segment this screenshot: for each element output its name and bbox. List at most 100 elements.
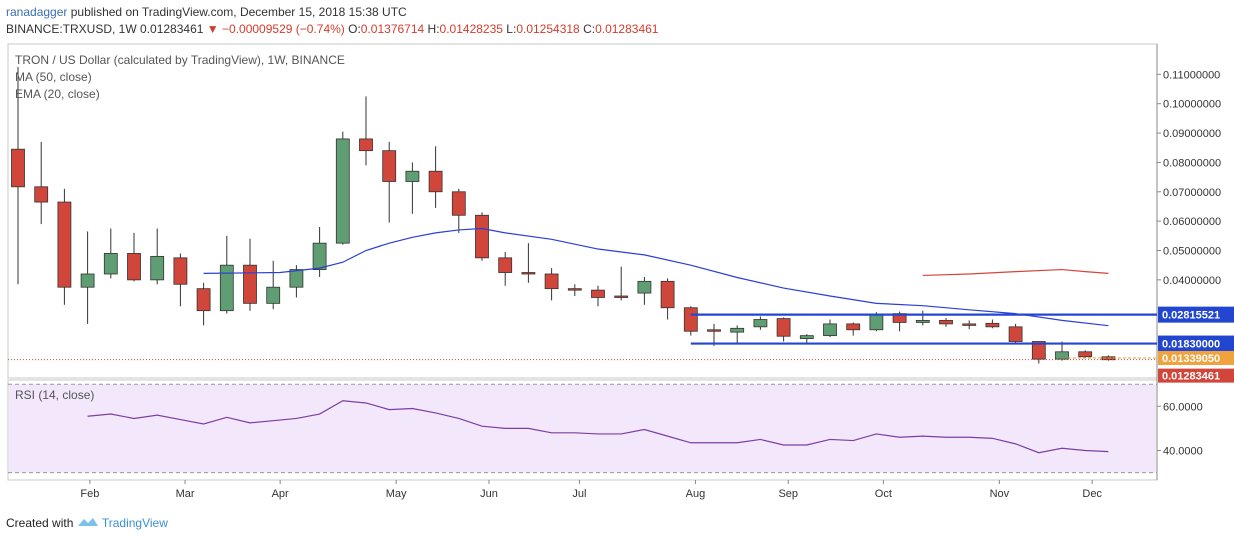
candle-body [312,242,327,270]
candle-body [219,264,234,312]
x-tick-label: Dec [1082,488,1102,500]
main-pane-frame [7,43,1158,379]
ma-legend: MA (50, close) [15,70,92,84]
candle-body [34,186,49,203]
candle-body [335,138,350,244]
level-price-tag [1158,306,1234,323]
high-label: H: [427,22,440,36]
price-tag-label: 0.01283461 [1162,371,1220,383]
x-tick-label: May [386,488,407,500]
y-tick-label: 0.09000000 [1163,128,1221,140]
close-label: C: [583,22,596,36]
candle-body [150,255,165,281]
rsi-y-tick-label: 40.0000 [1163,446,1203,458]
candle-body [1055,351,1069,360]
price-tag [1158,350,1234,365]
level-price-label: 0.02815521 [1162,310,1220,322]
candle-body [915,319,930,323]
price-chart[interactable]: 0.04000000 0.05000000 0.06000000 0.07000000… [0,0,1234,510]
symbol-label: BINANCE:TRXUSD, 1W [6,22,137,36]
candle-body [869,314,884,331]
down-arrow-icon: ▼ [206,22,219,36]
candle-body [359,138,373,152]
publish-line: ranadagger published on TradingView.com,… [6,5,407,19]
candle-body [591,289,605,298]
y-tick-label: 0.08000000 [1163,157,1221,169]
candle-body [196,288,211,312]
x-tick-label: Apr [272,488,289,500]
candle-body [243,264,257,304]
x-tick-label: Mar [176,488,195,500]
candle-body [962,323,977,326]
x-tick-label: Jul [572,488,586,500]
candle-body [846,323,861,331]
candle-body [939,319,953,325]
candle-body [521,272,536,275]
low-label: L: [506,22,517,36]
y-tick-label: 0.04000000 [1163,275,1221,287]
open-value: 0.01376714 [360,22,425,36]
candle-body [103,253,118,275]
open-label: O: [348,22,361,36]
level-price-label: 0.01830000 [1162,339,1220,351]
candle-body [451,191,466,216]
candle-body [799,335,814,339]
candle-body [730,327,745,333]
change-value: −0.00009529 (−0.74%) [222,22,345,36]
ema-20-line [203,227,1109,327]
x-tick-label: Feb [80,488,99,500]
rsi-legend: RSI (14, close) [15,388,95,402]
close-value: 0.01283461 [595,22,659,36]
candle-body [289,269,304,288]
chart-title: TRON / US Dollar (calculated by TradingV… [15,53,345,67]
price-tag [1158,368,1234,383]
low-value: 0.01254318 [516,22,580,36]
ohlc-line: BINANCE:TRXUSD, 1W 0.01283461 ▼ −0.00009… [6,22,658,36]
y-tick-label: 0.11000000 [1163,69,1220,81]
footer: Created with TradingView [6,516,168,530]
level-price-tag [1158,335,1234,352]
high-value: 0.01428235 [439,22,503,36]
candle-body [266,286,281,304]
candle-body [707,329,721,332]
x-tick-label: Jun [480,488,498,500]
candle-body [567,288,582,291]
x-tick-label: Sep [778,488,798,500]
y-tick-label: 0.06000000 [1163,216,1221,228]
created-with-text: Created with [6,516,74,530]
y-tick-label: 0.10000000 [1163,99,1221,111]
candle-body [173,257,188,285]
candle-body [614,295,629,298]
tradingview-brand[interactable]: TradingView [101,516,168,530]
author-name[interactable]: ranadagger [6,5,68,19]
candle-body [127,253,141,281]
candle-body [776,318,791,337]
candle-body [637,280,652,294]
ema-legend: EMA (20, close) [15,87,100,101]
rsi-band-fill [9,384,1156,473]
rsi-line [87,400,1109,454]
candle-body [753,319,768,328]
last-price: 0.01283461 [140,22,204,36]
candle-body [382,150,397,182]
candle-body [498,257,513,273]
candle-body [1031,341,1046,360]
candle-body [660,280,675,309]
price-tag-label: 0.01339050 [1162,353,1220,365]
rsi-y-tick-label: 60.0000 [1163,401,1203,413]
candle-body [1078,351,1093,358]
candle-body [1008,326,1023,342]
candle-body [80,273,95,288]
published-text: published on TradingView.com, December 1… [70,5,407,19]
candle-body [985,322,1000,328]
candle-body [57,201,72,288]
candle-body [475,214,489,259]
ma-50-line [922,268,1109,277]
x-tick-label: Oct [875,488,892,500]
candle-body [11,148,25,188]
candle-body [544,273,559,290]
x-tick-label: Nov [990,488,1010,500]
y-tick-label: 0.05000000 [1163,246,1221,258]
candle-body [428,170,443,193]
tradingview-logo-icon [77,518,98,526]
